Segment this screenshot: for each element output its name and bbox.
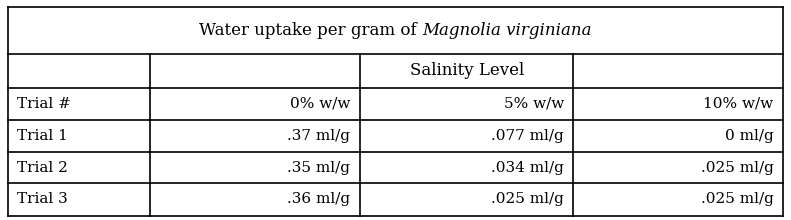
Text: 5% w/w: 5% w/w xyxy=(504,97,564,111)
Text: Trial 3: Trial 3 xyxy=(17,192,68,206)
Text: .35 ml/g: .35 ml/g xyxy=(287,161,350,174)
Text: .034 ml/g: .034 ml/g xyxy=(491,161,564,174)
Text: .025 ml/g: .025 ml/g xyxy=(491,192,564,206)
Text: .025 ml/g: .025 ml/g xyxy=(701,161,774,174)
Text: .025 ml/g: .025 ml/g xyxy=(701,192,774,206)
Text: Trial #: Trial # xyxy=(17,97,71,111)
Text: 0% w/w: 0% w/w xyxy=(290,97,350,111)
Text: .36 ml/g: .36 ml/g xyxy=(287,192,350,206)
Text: .37 ml/g: .37 ml/g xyxy=(287,129,350,143)
Text: Trial 1: Trial 1 xyxy=(17,129,68,143)
Text: Trial 2: Trial 2 xyxy=(17,161,68,174)
Text: Salinity Level: Salinity Level xyxy=(410,62,524,79)
Text: 0 ml/g: 0 ml/g xyxy=(725,129,774,143)
Text: .077 ml/g: .077 ml/g xyxy=(491,129,564,143)
Text: Water uptake per gram of: Water uptake per gram of xyxy=(199,22,422,39)
Text: 10% w/w: 10% w/w xyxy=(703,97,774,111)
Text: Magnolia virginiana: Magnolia virginiana xyxy=(422,22,592,39)
